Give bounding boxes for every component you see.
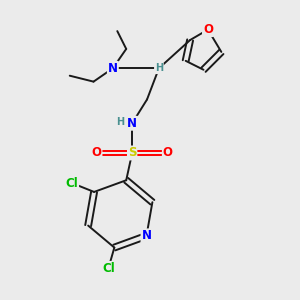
Text: Cl: Cl [102, 262, 115, 275]
Text: N: N [108, 62, 118, 75]
Text: O: O [92, 146, 101, 160]
Text: N: N [142, 230, 152, 242]
Text: H: H [116, 117, 124, 127]
Text: N: N [127, 117, 137, 130]
Text: H: H [155, 63, 163, 73]
Text: S: S [128, 146, 136, 160]
Text: Cl: Cl [65, 176, 78, 190]
Text: O: O [163, 146, 173, 160]
Text: O: O [203, 23, 213, 36]
